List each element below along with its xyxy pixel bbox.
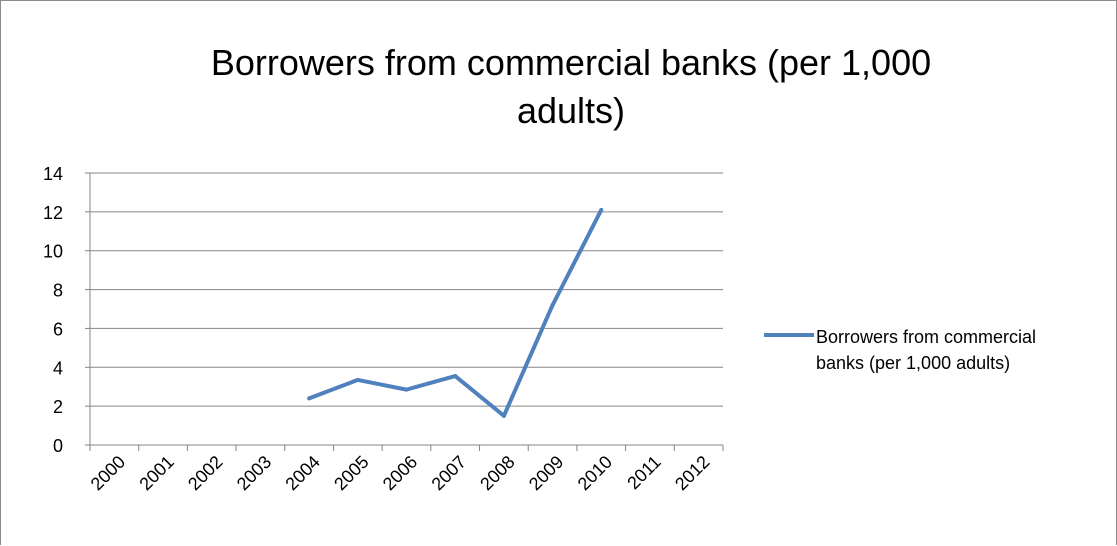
x-tick-label: 2006 bbox=[379, 452, 421, 494]
y-tick-label: 8 bbox=[53, 281, 63, 301]
x-tick-label: 2001 bbox=[135, 452, 177, 494]
series-lines bbox=[307, 207, 604, 418]
x-tick-label: 2003 bbox=[233, 452, 275, 494]
data-point bbox=[404, 387, 409, 392]
x-tick-label: 2012 bbox=[671, 452, 713, 494]
x-tick-label: 2002 bbox=[184, 452, 226, 494]
data-point bbox=[355, 377, 360, 382]
x-tick-label: 2000 bbox=[87, 452, 129, 494]
y-tick-label: 10 bbox=[43, 242, 63, 262]
y-tick-label: 4 bbox=[53, 358, 63, 378]
y-tick-label: 0 bbox=[53, 436, 63, 456]
legend-label-line-2: banks (per 1,000 adults) bbox=[816, 353, 1010, 373]
y-tick-label: 2 bbox=[53, 397, 63, 417]
x-tick-label: 2004 bbox=[281, 452, 323, 494]
series-line bbox=[308, 209, 604, 418]
y-tick-label: 12 bbox=[43, 203, 63, 223]
y-tick-label: 6 bbox=[53, 319, 63, 339]
legend-label-line-1: Borrowers from commercial bbox=[816, 327, 1036, 347]
x-tick-label: 2007 bbox=[428, 452, 470, 494]
x-tick-label: 2005 bbox=[330, 452, 372, 494]
data-point bbox=[550, 303, 555, 308]
x-tick-label: 2008 bbox=[476, 452, 518, 494]
gridlines bbox=[90, 172, 723, 407]
legend: Borrowers from commercial banks (per 1,0… bbox=[764, 327, 1036, 373]
data-point bbox=[501, 413, 506, 418]
data-point bbox=[599, 207, 604, 212]
x-tick-label: 2009 bbox=[525, 452, 567, 494]
chart-title-line-1: Borrowers from commercial banks (per 1,0… bbox=[211, 42, 931, 83]
data-point bbox=[453, 374, 458, 379]
x-tick-label: 2010 bbox=[574, 452, 616, 494]
data-point bbox=[307, 396, 312, 401]
x-tick-label: 2011 bbox=[623, 452, 665, 494]
chart-title-line-2: adults) bbox=[517, 90, 625, 131]
y-tick-label: 14 bbox=[43, 164, 63, 184]
